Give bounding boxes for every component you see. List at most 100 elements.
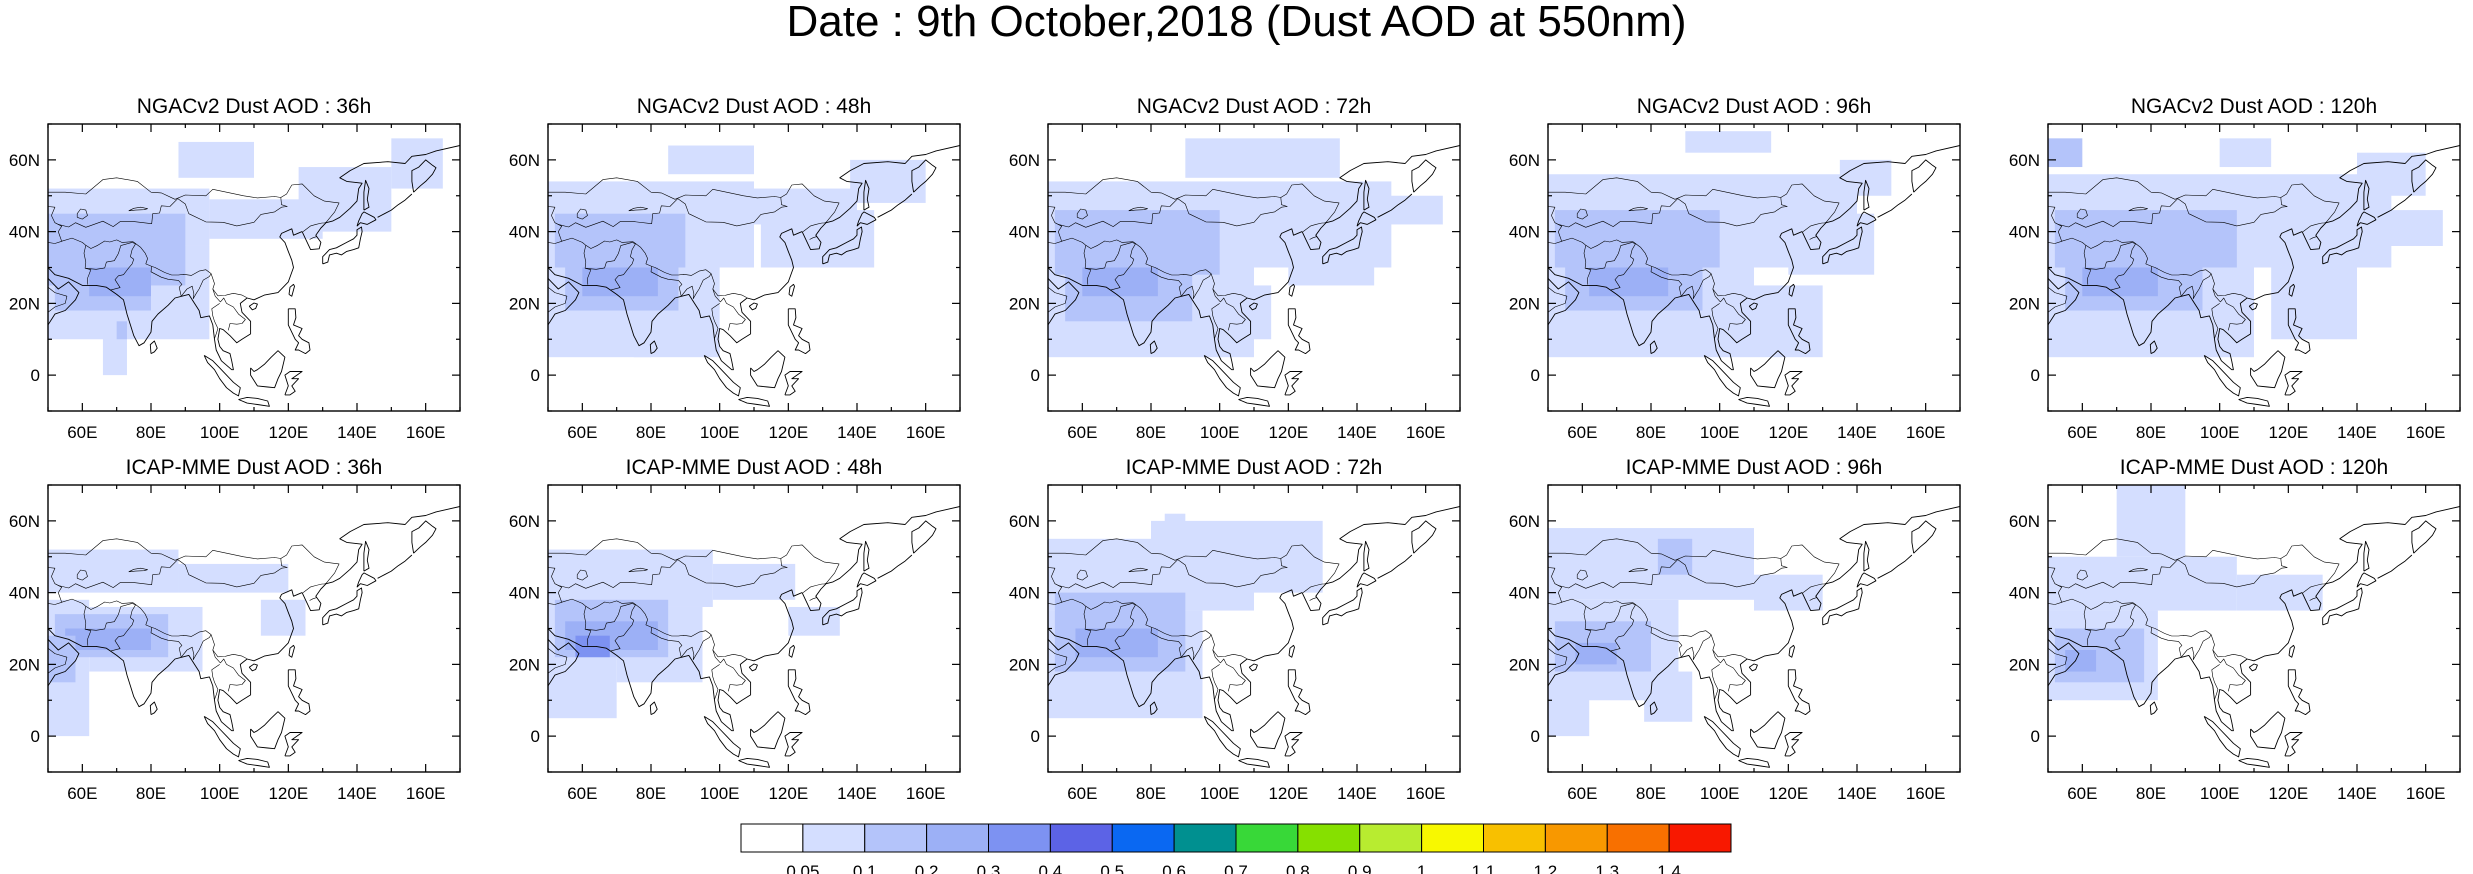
coastline xyxy=(1048,628,1080,687)
coastline xyxy=(1250,711,1286,750)
x-tick-label: 160E xyxy=(1906,784,1946,803)
x-tick-label: 60E xyxy=(1567,423,1597,442)
country-border xyxy=(1302,583,1325,593)
country-border xyxy=(1076,569,1088,581)
colorbar-label: 0.05 xyxy=(786,862,819,874)
country-border xyxy=(1561,598,1634,610)
dust-field xyxy=(1271,195,1323,232)
country-border xyxy=(58,198,179,228)
y-tick-label: 20N xyxy=(2009,294,2040,313)
country-border xyxy=(61,598,134,610)
country-border xyxy=(802,583,825,593)
x-tick-label: 60E xyxy=(1067,784,1097,803)
coastline xyxy=(2248,302,2258,311)
colorbar-box xyxy=(926,823,989,853)
coastline xyxy=(1787,308,1811,355)
coastline xyxy=(2250,350,2286,389)
y-tick-label: 0 xyxy=(1531,727,1540,746)
country-border xyxy=(211,303,220,339)
country-border xyxy=(2132,602,2247,659)
country-border xyxy=(128,567,148,573)
country-border xyxy=(1212,288,1246,331)
coastline xyxy=(1877,193,1913,218)
y-tick-label: 60N xyxy=(1509,512,1540,531)
coastline xyxy=(1048,145,1460,371)
coastline xyxy=(1787,669,1811,716)
colorbar-label: 0.6 xyxy=(1162,862,1186,874)
coastline xyxy=(1738,396,1770,407)
country-border xyxy=(1678,273,1712,300)
country-border xyxy=(1177,197,1288,227)
coastline xyxy=(2287,308,2311,355)
coastline xyxy=(863,179,870,211)
coastline xyxy=(1784,371,1803,396)
colorbar-box xyxy=(1173,823,1237,853)
map-panel: NGACv2 Dust AOD : 36h 60E 80E 100E 120E 140E 1… xyxy=(9,95,461,442)
colorbar-label: 0.9 xyxy=(1348,862,1372,874)
coastline xyxy=(2356,211,2377,227)
country-border xyxy=(548,177,840,224)
country-border xyxy=(1632,241,1747,298)
country-border xyxy=(1132,602,1247,659)
country-border xyxy=(2309,236,2317,240)
country-border xyxy=(1132,241,1247,298)
dust-field xyxy=(1554,210,1720,268)
coastline xyxy=(250,711,286,750)
country-border xyxy=(48,647,68,674)
dust-field xyxy=(582,267,658,297)
y-tick-label: 40N xyxy=(2009,223,2040,242)
country-border xyxy=(1548,286,1568,313)
country-border xyxy=(1628,206,1648,212)
coastline xyxy=(2356,572,2377,588)
country-border xyxy=(558,559,679,589)
coastline xyxy=(784,371,803,396)
panel-title: NGACv2 Dust AOD : 120h xyxy=(2131,95,2377,118)
country-border xyxy=(632,241,747,298)
country-border xyxy=(1576,569,1588,581)
x-tick-label: 80E xyxy=(1136,423,1166,442)
country-border xyxy=(1610,604,1636,652)
y-tick-label: 40N xyxy=(9,584,40,603)
coastline xyxy=(1863,179,1870,211)
x-tick-label: 120E xyxy=(268,784,308,803)
x-tick-label: 140E xyxy=(337,423,377,442)
x-tick-label: 80E xyxy=(636,423,666,442)
y-tick-label: 60N xyxy=(1509,151,1540,170)
coastline xyxy=(822,587,863,626)
colorbar-label: 0.1 xyxy=(853,862,877,874)
coastline xyxy=(2238,396,2270,407)
coastline xyxy=(1288,644,1295,658)
coastline xyxy=(1822,587,1863,626)
country-border xyxy=(1048,177,1340,224)
map-panel: ICAP-MME Dust AOD : 48h 60E 80E 100E 120E 140… xyxy=(509,456,961,803)
country-border xyxy=(1561,237,1634,249)
coastline xyxy=(649,701,658,715)
colorbar-box xyxy=(1483,823,1546,853)
colorbar-label: 0.3 xyxy=(977,862,1001,874)
y-tick-label: 60N xyxy=(2009,151,2040,170)
coastline xyxy=(788,644,795,658)
country-border xyxy=(110,243,136,291)
coastline xyxy=(1863,540,1870,572)
coastline xyxy=(2048,145,2460,371)
country-border xyxy=(585,242,636,270)
country-border xyxy=(150,627,179,642)
country-border xyxy=(1128,206,1148,212)
y-tick-label: 0 xyxy=(31,727,40,746)
coastline xyxy=(863,540,870,572)
country-border xyxy=(1576,208,1588,220)
coastline xyxy=(1048,267,1080,326)
x-tick-label: 100E xyxy=(2200,784,2240,803)
coastline xyxy=(1788,644,1795,658)
x-tick-label: 60E xyxy=(1567,784,1597,803)
coastline xyxy=(2238,757,2270,768)
country-border xyxy=(1150,266,1179,281)
dust-field xyxy=(2219,138,2272,168)
colorbar-box xyxy=(1111,823,1175,853)
coastline xyxy=(1363,540,1370,572)
panel-title: ICAP-MME Dust AOD : 48h xyxy=(626,456,883,479)
coastline xyxy=(2284,732,2303,757)
y-tick-label: 0 xyxy=(1031,366,1040,385)
country-border xyxy=(1048,567,1062,605)
x-tick-label: 100E xyxy=(200,423,240,442)
